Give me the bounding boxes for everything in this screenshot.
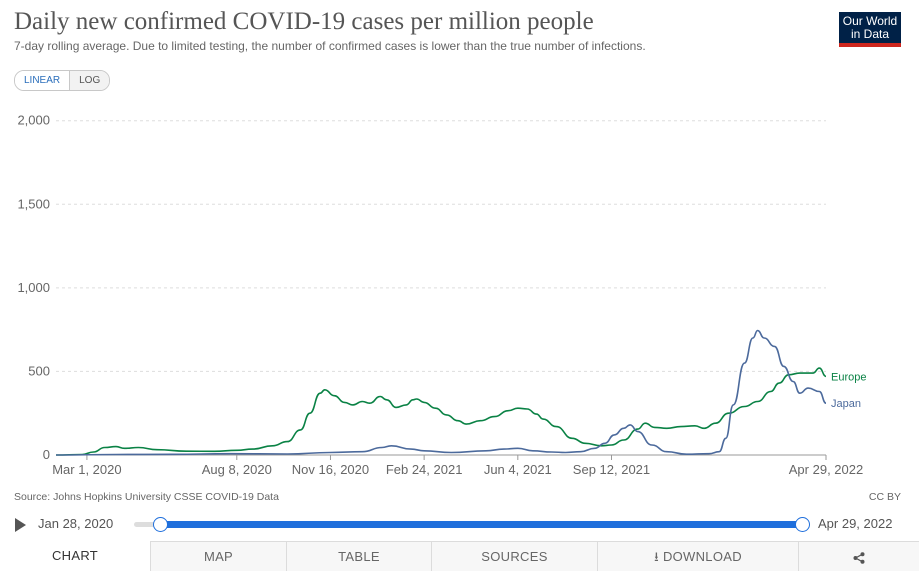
tab-share[interactable] xyxy=(798,541,919,571)
chart-title: Daily new confirmed COVID-19 cases per m… xyxy=(14,8,594,35)
tab-sources[interactable]: SOURCES xyxy=(431,541,597,571)
x-tick-label: Aug 8, 2020 xyxy=(202,462,272,477)
timeline: Jan 28, 2020 Apr 29, 2022 xyxy=(0,512,919,538)
logo-line-2: in Data xyxy=(850,27,890,41)
tab-download[interactable]: ⭳ DOWNLOAD xyxy=(597,541,798,571)
owid-logo[interactable]: Our World in Data xyxy=(839,12,901,47)
x-tick-label: Apr 29, 2022 xyxy=(789,462,863,477)
x-tick-label: Feb 24, 2021 xyxy=(386,462,463,477)
log-scale-button[interactable]: LOG xyxy=(70,71,110,90)
timeline-start-handle[interactable] xyxy=(153,517,168,532)
play-icon[interactable] xyxy=(15,518,26,532)
tab-chart[interactable]: CHART xyxy=(0,541,150,571)
y-tick-label: 1,000 xyxy=(17,280,50,295)
series-line-japan[interactable] xyxy=(55,329,827,456)
x-tick-label: Sep 12, 2021 xyxy=(573,462,650,477)
tab-table[interactable]: TABLE xyxy=(286,541,431,571)
series-line-europe[interactable] xyxy=(55,367,827,456)
series-label-japan: Japan xyxy=(831,398,861,410)
tab-map[interactable]: MAP xyxy=(150,541,286,571)
timeline-range-fill xyxy=(160,521,802,528)
source-note[interactable]: Source: Johns Hopkins University CSSE CO… xyxy=(14,491,279,503)
tab-download-label: DOWNLOAD xyxy=(662,549,742,564)
chart-subtitle: 7-day rolling average. Due to limited te… xyxy=(14,39,646,53)
x-tick-label: Jun 4, 2021 xyxy=(484,462,552,477)
x-tick-label: Nov 16, 2020 xyxy=(292,462,369,477)
timeline-start-label: Jan 28, 2020 xyxy=(38,516,114,531)
line-chart: 0 500 1,000 1,500 2,000 Mar 1, 2020 Aug 8, 202… xyxy=(17,113,866,477)
logo-line-1: Our World xyxy=(842,14,898,28)
y-tick-label: 500 xyxy=(28,363,50,378)
y-tick-label: 0 xyxy=(43,447,50,462)
y-tick-label: 2,000 xyxy=(17,113,50,128)
linear-scale-button[interactable]: LINEAR xyxy=(15,71,71,90)
timeline-end-handle[interactable] xyxy=(795,517,810,532)
tab-bar: CHART MAP TABLE SOURCES ⭳ DOWNLOAD xyxy=(0,541,919,571)
x-tick-label: Mar 1, 2020 xyxy=(52,462,121,477)
license-link[interactable]: CC BY xyxy=(868,491,901,503)
series-label-europe: Europe xyxy=(831,371,866,383)
timeline-end-label: Apr 29, 2022 xyxy=(818,516,893,531)
download-icon: ⭳ xyxy=(654,549,659,564)
scale-toggle: LINEAR LOG xyxy=(14,70,111,91)
y-tick-label: 1,500 xyxy=(17,196,50,211)
share-icon xyxy=(853,551,865,564)
